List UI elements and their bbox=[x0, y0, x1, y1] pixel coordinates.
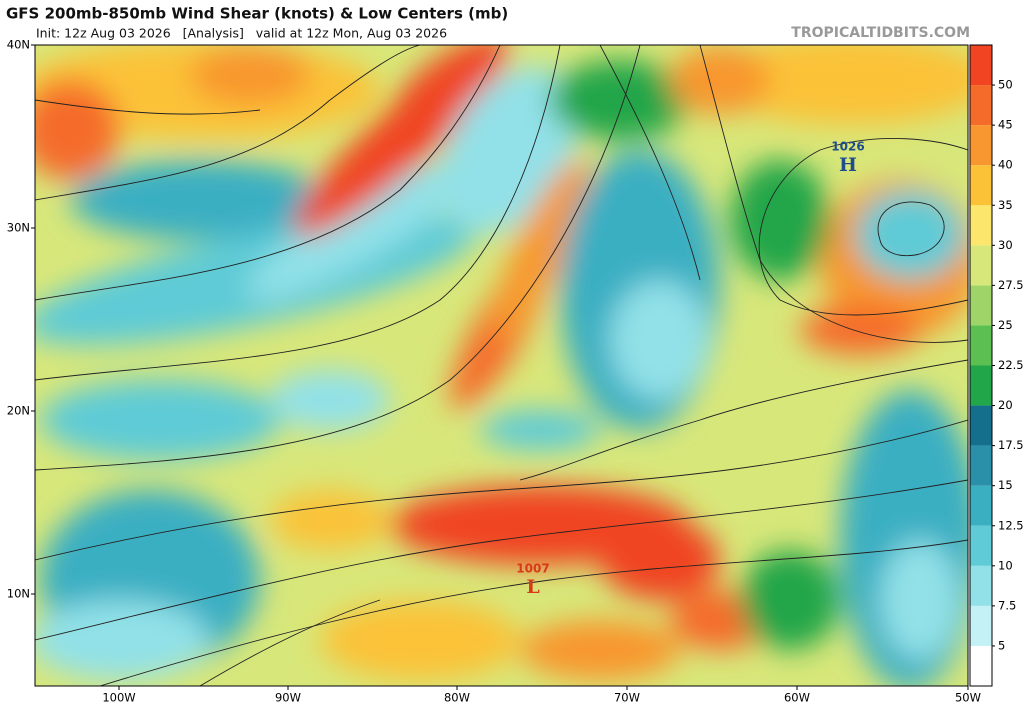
colorbar-label: 7.5 bbox=[998, 598, 1016, 612]
map-axes: 40N 30N 20N 10N 100W 90W 80W 70W 60W 50W bbox=[7, 38, 981, 705]
colorbar-swatch bbox=[970, 485, 992, 526]
colorbar-swatch bbox=[970, 245, 992, 286]
colorbar-swatch bbox=[970, 325, 992, 366]
colorbar-label: 5 bbox=[998, 638, 1005, 652]
colorbar-label: 40 bbox=[998, 158, 1013, 172]
center-pressure: 1026 bbox=[831, 140, 864, 154]
colorbar-swatch bbox=[970, 645, 992, 686]
colorbar-label: 20 bbox=[998, 398, 1013, 412]
colorbar-label: 30 bbox=[998, 238, 1013, 252]
streamlines bbox=[35, 45, 968, 686]
colorbar-swatch bbox=[970, 125, 992, 166]
colorbar-swatch bbox=[970, 405, 992, 446]
colorbar-swatch bbox=[970, 165, 992, 206]
lon-label: 80W bbox=[444, 691, 470, 705]
lat-label: 40N bbox=[7, 38, 30, 52]
title: GFS 200mb-850mb Wind Shear (knots) & Low… bbox=[6, 5, 508, 23]
colorbar-swatch bbox=[970, 605, 992, 646]
colorbar-label: 17.5 bbox=[998, 438, 1024, 452]
colorbar-swatch bbox=[970, 365, 992, 406]
colorbar-swatch bbox=[970, 565, 992, 606]
colorbar: 5 7.5 10 12.5 15 17.5 20 22.5 25 27.5 30 35 40 45 50 bbox=[969, 44, 1024, 687]
colorbar-label: 27.5 bbox=[998, 278, 1024, 292]
subtitle: Init: 12z Aug 03 2026 [Analysis] valid a… bbox=[36, 26, 447, 41]
lon-label: 100W bbox=[102, 691, 135, 705]
colorbar-swatch bbox=[970, 445, 992, 486]
colorbar-swatch bbox=[970, 45, 992, 86]
colorbar-label: 22.5 bbox=[998, 358, 1024, 372]
lat-label: 30N bbox=[7, 221, 30, 235]
colorbar-label: 50 bbox=[998, 78, 1013, 92]
colorbar-label: 45 bbox=[998, 118, 1013, 132]
colorbar-label: 10 bbox=[998, 558, 1013, 572]
colorbar-label: 25 bbox=[998, 318, 1013, 332]
lon-label: 90W bbox=[275, 691, 301, 705]
colorbar-label: 12.5 bbox=[998, 518, 1024, 532]
center-symbol: H bbox=[839, 154, 857, 176]
colorbar-swatch bbox=[970, 205, 992, 246]
center-symbol: L bbox=[526, 576, 539, 598]
colorbar-label: 15 bbox=[998, 478, 1013, 492]
shear-field bbox=[35, 45, 968, 686]
colorbar-label: 35 bbox=[998, 198, 1013, 212]
lon-label: 50W bbox=[955, 691, 981, 705]
colorbar-swatch bbox=[970, 85, 992, 126]
credit: TROPICALTIDBITS.COM bbox=[791, 25, 970, 41]
lat-label: 20N bbox=[7, 404, 30, 418]
map-frame bbox=[34, 44, 969, 687]
lon-label: 60W bbox=[784, 691, 810, 705]
colorbar-swatch bbox=[970, 285, 992, 326]
center-pressure: 1007 bbox=[516, 562, 549, 576]
lat-label: 10N bbox=[7, 587, 30, 601]
colorbar-swatch bbox=[970, 525, 992, 566]
colorbar-frame bbox=[969, 44, 993, 687]
lon-label: 70W bbox=[614, 691, 640, 705]
